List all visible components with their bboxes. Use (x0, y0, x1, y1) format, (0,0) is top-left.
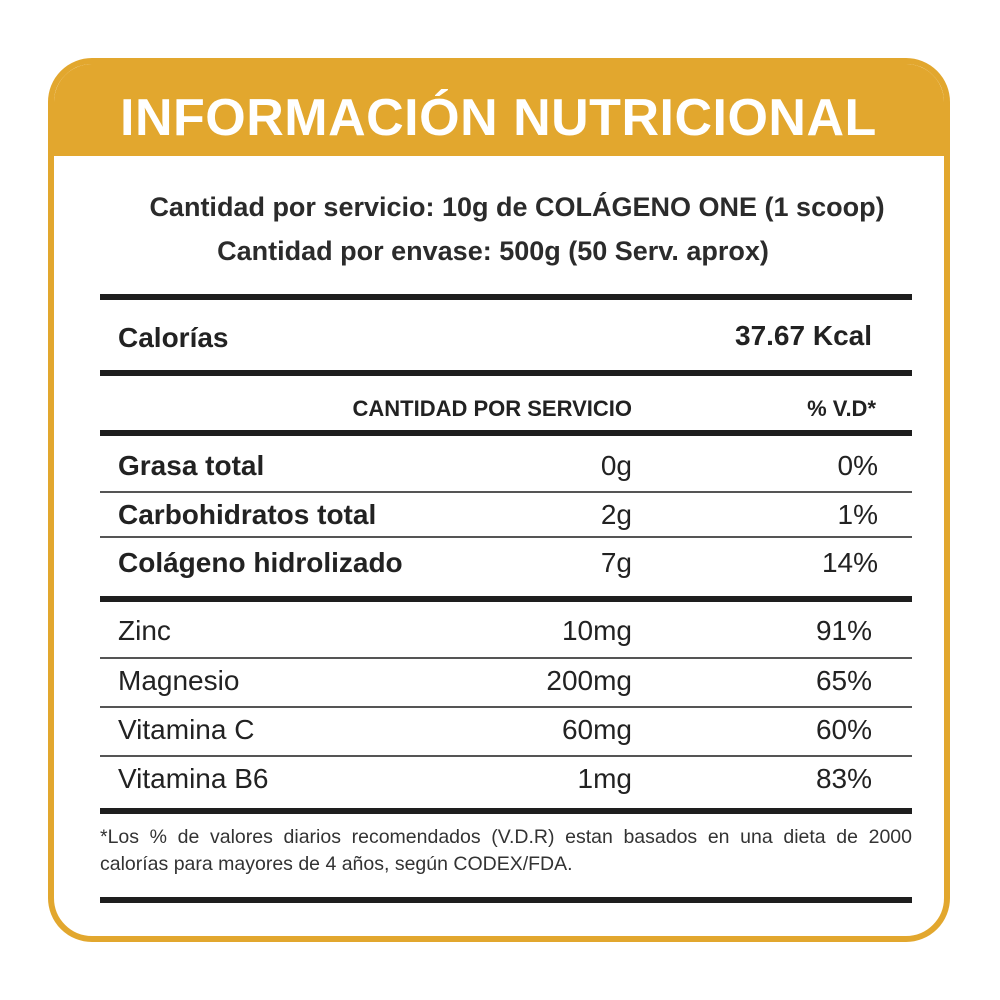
serving-size-text: Cantidad por servicio: 10g de COLÁGENO O… (149, 192, 885, 222)
row-divider (100, 755, 912, 757)
daily-value-header: % V.D* (807, 396, 876, 421)
divider (100, 897, 912, 903)
title-banner: INFORMACIÓN NUTRICIONAL (54, 64, 944, 156)
nutrient-daily-value: 83% (815, 763, 872, 794)
divider (100, 294, 912, 300)
nutrient-daily-value: 60% (815, 714, 872, 745)
nutrient-name: Grasa total (118, 450, 265, 481)
divider (100, 596, 912, 602)
nutrient-amount: 200mg (546, 665, 632, 696)
nutrient-daily-value: 65% (815, 665, 872, 696)
row-divider (100, 706, 912, 708)
nutrient-name: Magnesio (118, 665, 240, 696)
nutrient-amount: 2g (600, 499, 632, 530)
nutrient-daily-value: 1% (837, 499, 878, 530)
divider (100, 808, 912, 814)
nutrient-amount: 1mg (577, 763, 632, 794)
calories-value: 37.67 Kcal (735, 320, 872, 351)
calories-label: Calorías (118, 322, 229, 353)
nutrient-name: Vitamina C (118, 714, 255, 745)
nutrient-daily-value: 0% (837, 450, 878, 481)
nutrient-amount: 7g (600, 547, 632, 578)
row-divider (100, 657, 912, 659)
divider (100, 370, 912, 376)
servings-per-container-text: Cantidad por envase: 500g (50 Serv. apro… (217, 236, 769, 266)
divider (100, 430, 912, 436)
nutrient-amount: 10mg (561, 615, 632, 646)
row-divider (100, 491, 912, 493)
nutrient-daily-value: 14% (821, 547, 878, 578)
nutrition-facts-card: INFORMACIÓN NUTRICIONAL Cantidad por ser… (48, 58, 950, 942)
nutrient-amount: 60mg (561, 714, 632, 745)
amount-per-serving-header: CANTIDAD POR SERVICIO (352, 396, 632, 421)
nutrient-daily-value: 91% (815, 615, 872, 646)
row-divider (100, 536, 912, 538)
footnote: *Los % de valores diarios recomendados (… (100, 826, 912, 875)
nutrient-amount: 0g (600, 450, 632, 481)
nutrient-name: Carbohidratos total (118, 499, 377, 530)
nutrient-name: Zinc (118, 615, 171, 646)
nutrient-name: Colágeno hidrolizado (118, 547, 403, 578)
nutrient-name: Vitamina B6 (118, 763, 269, 794)
page-title: INFORMACIÓN NUTRICIONAL (120, 89, 877, 147)
